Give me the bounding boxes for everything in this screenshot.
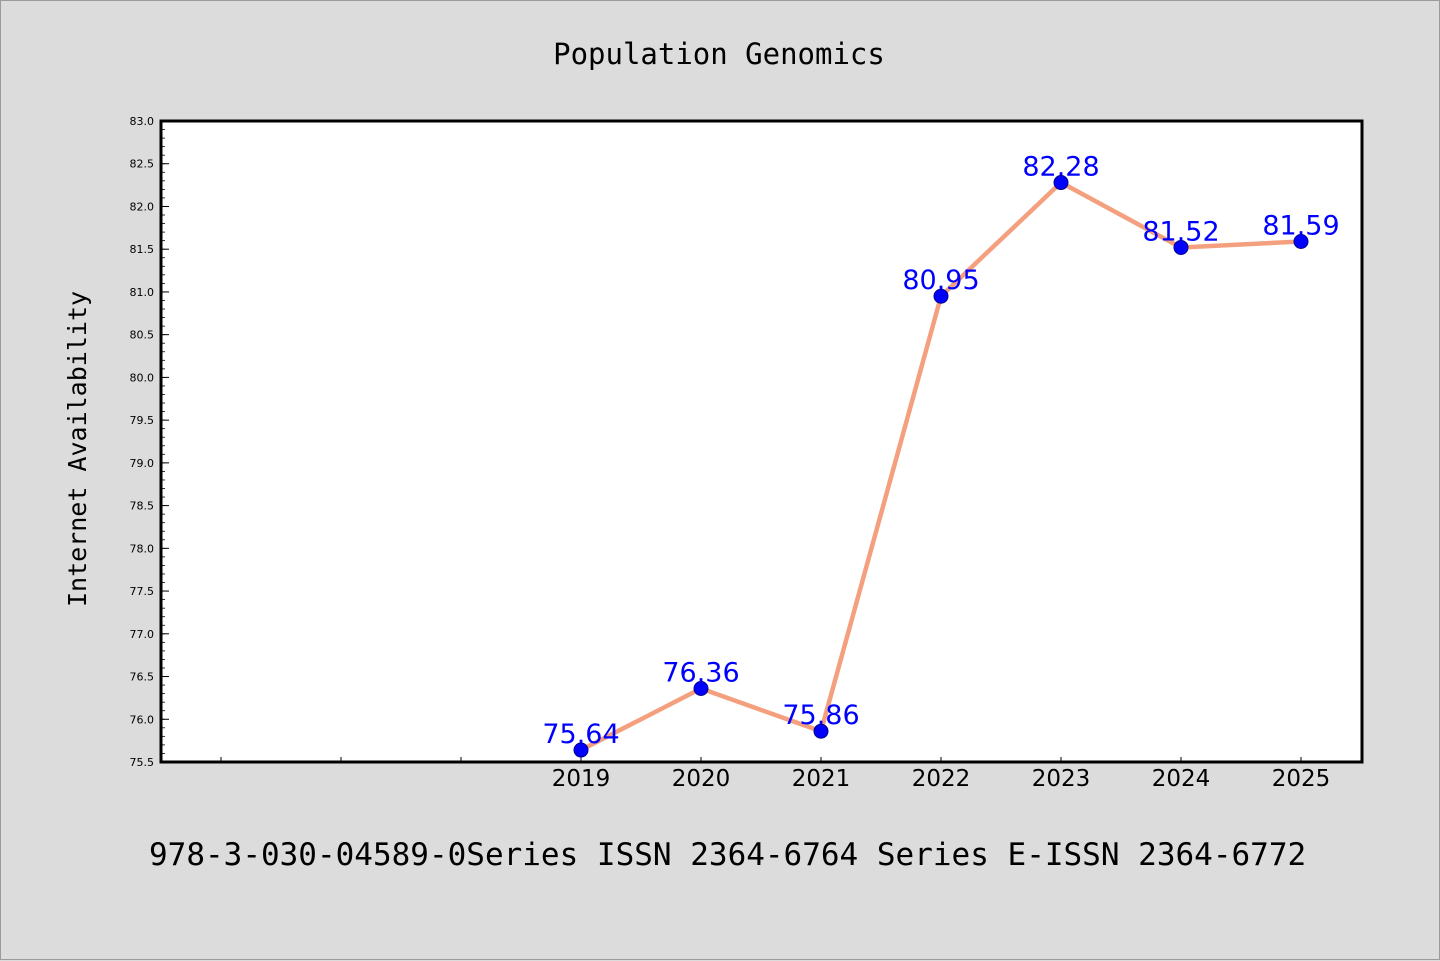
data-point-marker (693, 680, 709, 696)
y-tick-label: 75.5 (130, 756, 155, 769)
data-point-marker (573, 742, 589, 758)
y-axis-ticks: 75.5 76.0 76.5 77.0 77.5 78.0 78.5 79.0 79.5 80.0… (130, 115, 169, 769)
data-label: 76.36 (662, 657, 739, 688)
data-point-marker (1293, 234, 1309, 250)
y-tick-label: 82.5 (130, 158, 155, 171)
y-tick-label: 79.0 (130, 457, 155, 470)
x-tick-label: 2022 (912, 766, 971, 792)
data-label: 75.86 (782, 700, 859, 731)
data-label: 80.95 (902, 265, 979, 296)
x-tick-label: 2020 (672, 766, 731, 792)
chart-title: Population Genomics (553, 37, 885, 71)
plot-area (159, 119, 1364, 764)
y-tick-label: 83.0 (130, 115, 155, 128)
y-tick-label: 78.5 (130, 500, 155, 513)
data-label: 81.52 (1142, 216, 1219, 247)
x-tick-label: 2021 (792, 766, 851, 792)
y-tick-label: 78.0 (130, 542, 155, 555)
x-tick-label: 2025 (1272, 766, 1331, 792)
y-tick-label: 77.5 (130, 585, 155, 598)
y-tick-label: 82.0 (130, 200, 155, 213)
x-tick-label: 2024 (1152, 766, 1211, 792)
data-label: 81.59 (1262, 211, 1339, 242)
x-axis-ticks: 2019 2020 2021 2022 2023 2024 2025 (220, 757, 1331, 792)
footer-isbn-issn: 978-3-030-04589-0Series ISSN 2364-6764 S… (149, 837, 1306, 873)
y-tick-label: 76.0 (130, 713, 155, 726)
data-point-marker (1053, 175, 1069, 191)
data-point-marker (813, 723, 829, 739)
y-axis-label: Internet Availability (63, 291, 92, 607)
y-tick-label: 80.5 (130, 329, 155, 342)
y-tick-label: 77.0 (130, 628, 155, 641)
y-tick-label: 76.5 (130, 671, 155, 684)
data-point-marker (933, 288, 949, 304)
y-tick-label: 79.5 (130, 414, 155, 427)
data-point-marker (1173, 239, 1189, 255)
x-tick-label: 2023 (1032, 766, 1091, 792)
y-tick-label: 81.0 (130, 286, 155, 299)
y-tick-label: 80.0 (130, 371, 155, 384)
data-label: 75.64 (542, 719, 619, 750)
x-tick-label: 2019 (552, 766, 611, 792)
y-tick-label: 81.5 (130, 243, 155, 256)
data-label: 82.28 (1022, 152, 1099, 183)
series-line-group: 75.64 76.36 75.86 80.95 82.28 81.52 81.59 (542, 152, 1340, 758)
